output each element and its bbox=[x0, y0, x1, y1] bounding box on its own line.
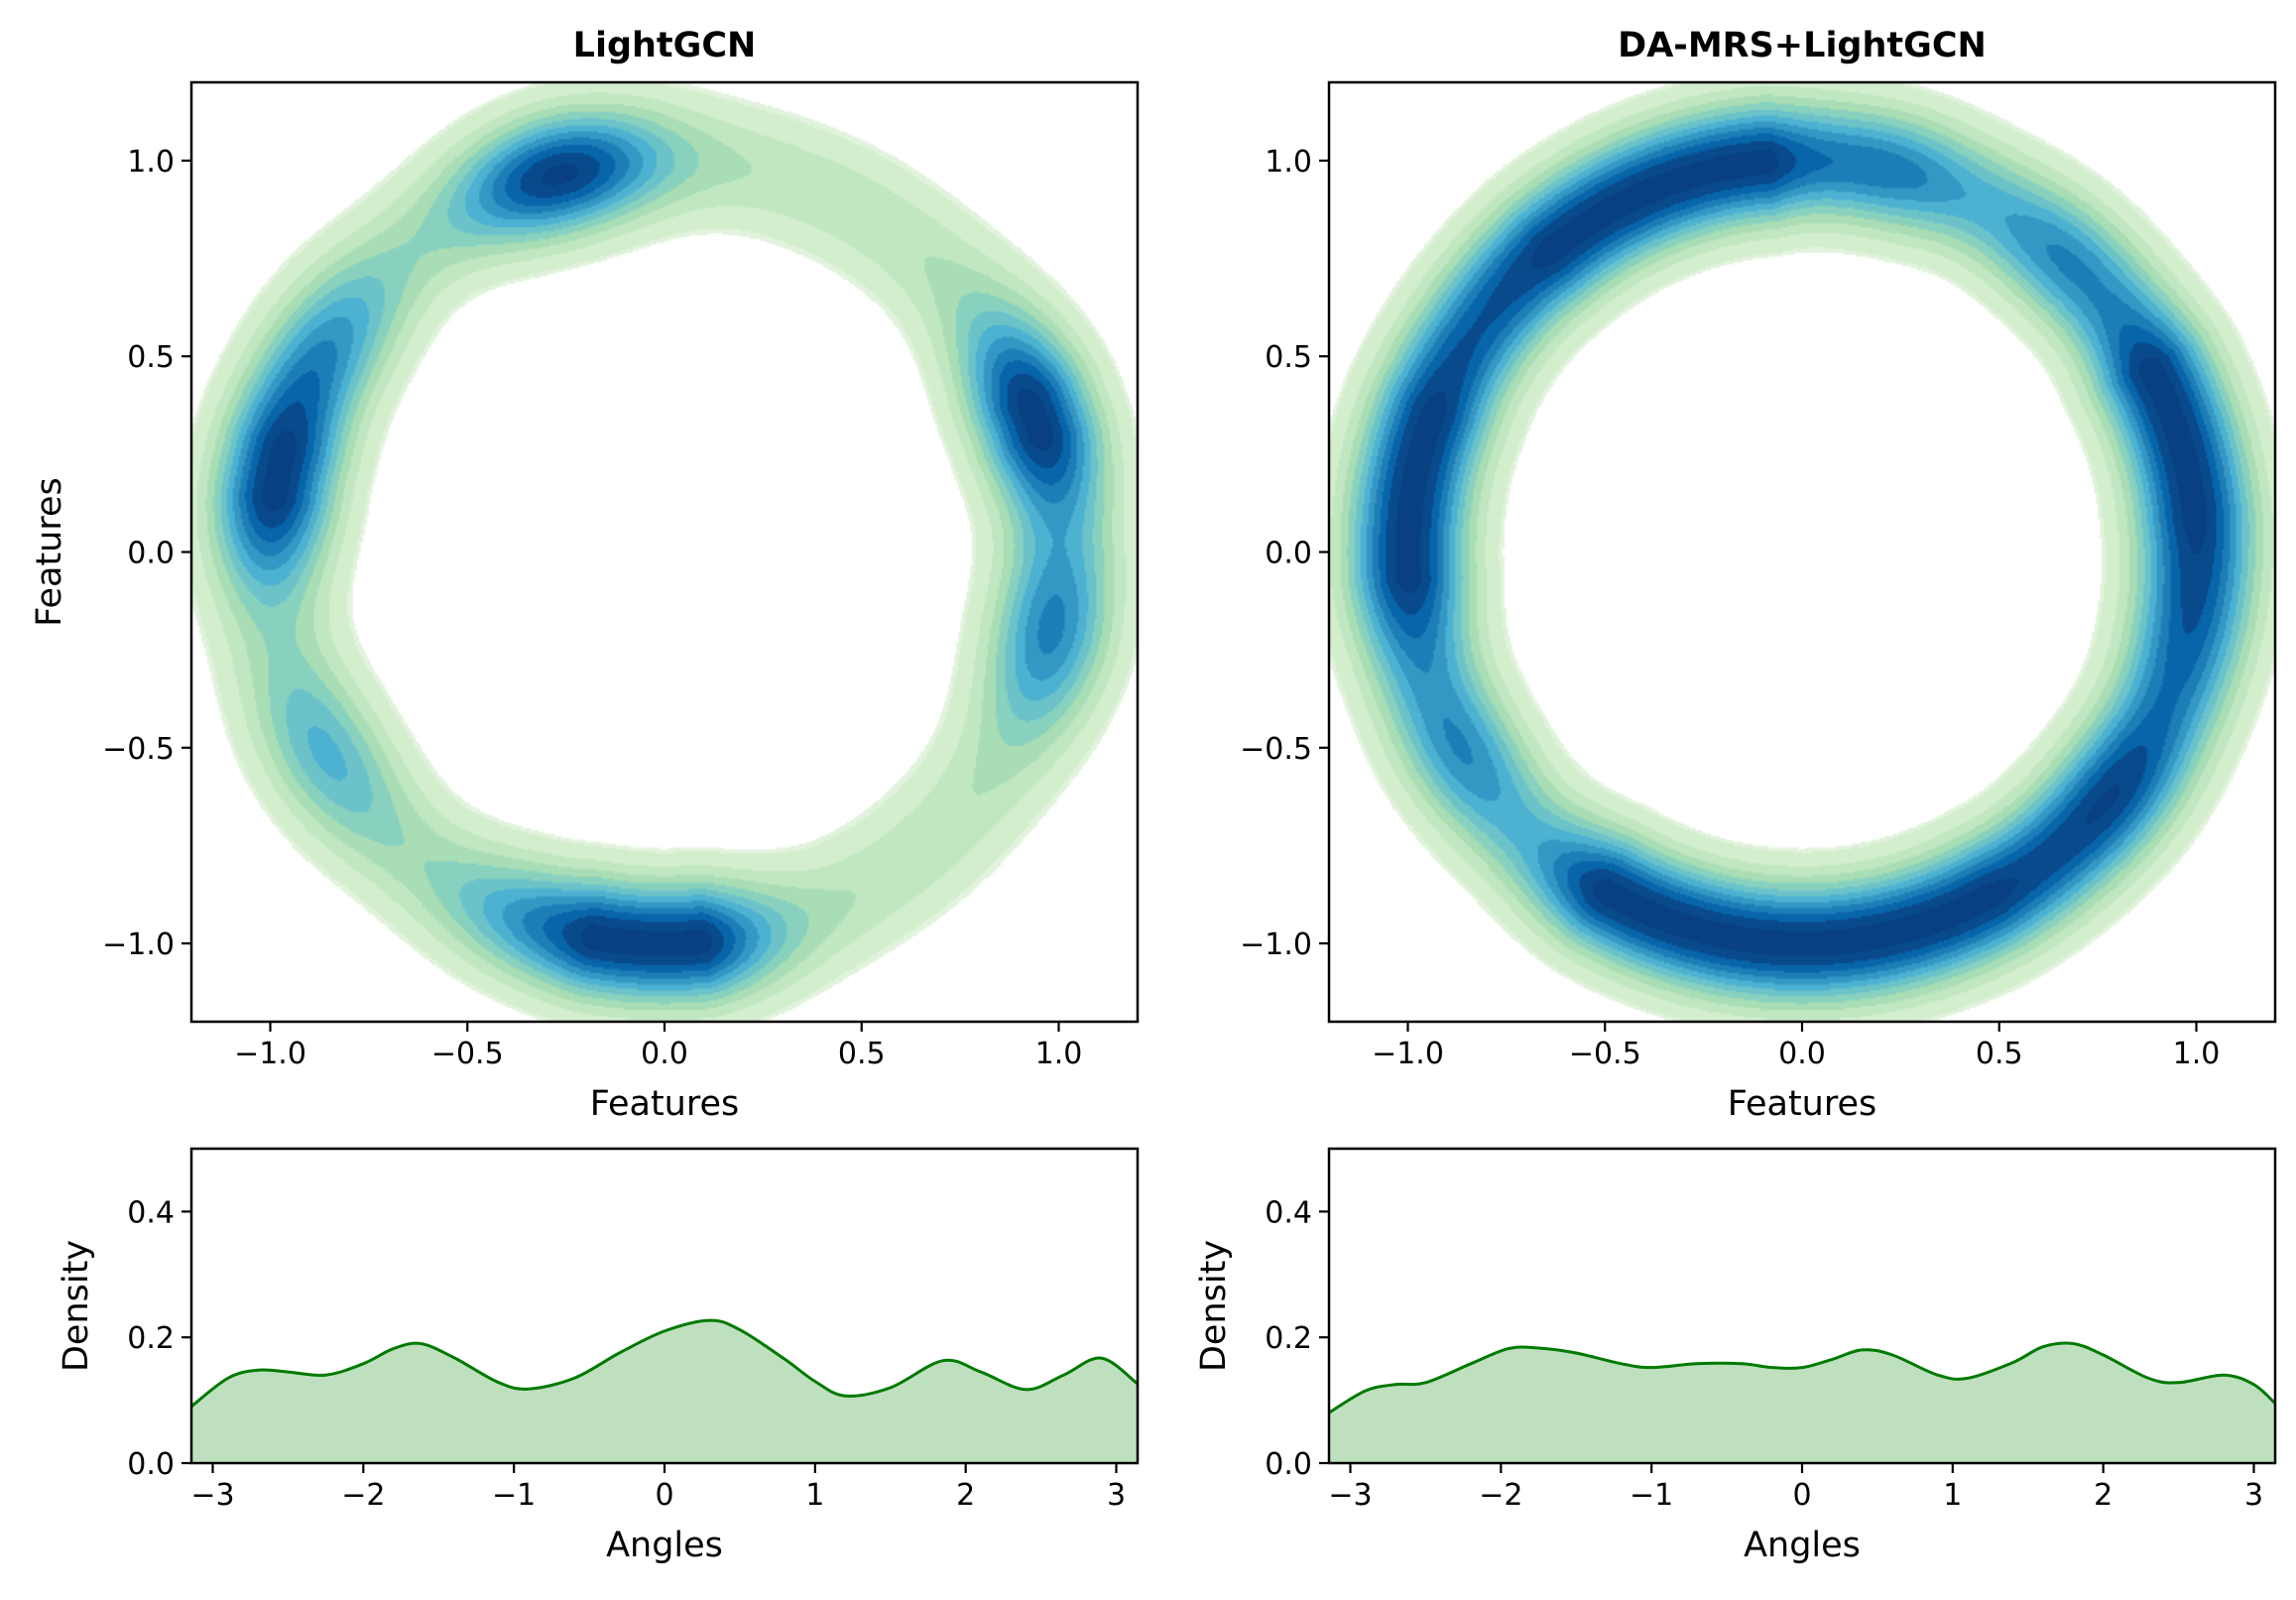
y-tick-label: 0.0 bbox=[127, 1447, 175, 1482]
kde-plot-area bbox=[191, 82, 1138, 1022]
y-tick-label: 0.4 bbox=[127, 1195, 175, 1230]
x-tick-label: 3 bbox=[2244, 1478, 2263, 1513]
y-axis-label: Density bbox=[1194, 1240, 1234, 1372]
kde-density-image bbox=[191, 82, 1138, 1022]
y-tick-label: 1.0 bbox=[127, 145, 175, 180]
panel-damrs-angle-density: −3 −2 −1 0 1 2 3 0.0 0.2 0.4 Angles Density bbox=[1194, 1147, 2277, 1565]
x-tick-label: 1 bbox=[1943, 1478, 1962, 1513]
y-tick-label: 0.2 bbox=[127, 1321, 175, 1356]
y-tick-label: 0.2 bbox=[1265, 1321, 1312, 1356]
x-tick-label: −0.5 bbox=[431, 1037, 504, 1071]
kde-plot-area bbox=[1329, 82, 2275, 1022]
x-tick-label: −2 bbox=[341, 1478, 385, 1513]
density-plot-area bbox=[190, 1318, 1139, 1463]
x-tick-label: −2 bbox=[1479, 1478, 1522, 1513]
x-tick-label: 1 bbox=[805, 1478, 824, 1513]
x-axis-label: Angles bbox=[606, 1526, 723, 1565]
x-tick-label: −1.0 bbox=[1372, 1037, 1444, 1071]
density-curve-line bbox=[190, 1318, 1139, 1409]
tick-group: −3 −2 −1 0 1 2 3 0.0 0.2 0.4 bbox=[1265, 1195, 2263, 1513]
panel-lightgcn-angle-density: −3 −2 −1 0 1 2 3 0.0 0.2 0.4 Angles Density bbox=[57, 1147, 1140, 1565]
x-tick-label: −3 bbox=[190, 1478, 234, 1513]
density-plot-area bbox=[1328, 1341, 2277, 1463]
x-tick-label: 0.5 bbox=[1976, 1037, 2023, 1071]
x-axis-label: Features bbox=[1728, 1084, 1877, 1124]
y-tick-label: 1.0 bbox=[1265, 145, 1312, 180]
x-tick-label: −3 bbox=[1328, 1478, 1372, 1513]
x-tick-label: −0.5 bbox=[1569, 1037, 1641, 1071]
panel-lightgcn-kde: −1.0 −0.5 0.0 0.5 1.0 −1.0 −0.5 0.0 0.5 1.0 Light… bbox=[30, 26, 1140, 1124]
x-tick-label: 0.0 bbox=[1778, 1037, 1826, 1071]
x-tick-label: 0.0 bbox=[641, 1037, 688, 1071]
subplot-title: LightGCN bbox=[573, 26, 757, 65]
x-tick-label: 1.0 bbox=[2173, 1037, 2221, 1071]
kde-density-image bbox=[1329, 82, 2275, 1022]
x-tick-label: −1.0 bbox=[234, 1037, 306, 1071]
y-tick-label: 0.0 bbox=[1265, 1447, 1312, 1482]
y-tick-label: −1.0 bbox=[1240, 927, 1312, 962]
x-tick-label: −1 bbox=[492, 1478, 536, 1513]
y-tick-label: 0.5 bbox=[1265, 340, 1312, 375]
y-tick-label: 0.5 bbox=[127, 340, 175, 375]
y-tick-label: 0.0 bbox=[127, 537, 175, 571]
density-area-fill bbox=[191, 1320, 1138, 1463]
y-tick-label: 0.4 bbox=[1265, 1195, 1312, 1230]
tick-group: −1.0 −0.5 0.0 0.5 1.0 −1.0 −0.5 0.0 0.5 1.0 bbox=[1240, 145, 2220, 1071]
x-axis-label: Features bbox=[590, 1084, 740, 1124]
x-tick-label: 0 bbox=[1792, 1478, 1811, 1513]
x-tick-label: 2 bbox=[2094, 1478, 2113, 1513]
density-area-fill bbox=[1329, 1343, 2275, 1463]
x-tick-label: 1.0 bbox=[1035, 1037, 1083, 1071]
x-tick-label: 3 bbox=[1107, 1478, 1126, 1513]
y-tick-label: −0.5 bbox=[1240, 732, 1312, 767]
tick-group: −1.0 −0.5 0.0 0.5 1.0 −1.0 −0.5 0.0 0.5 1.0 bbox=[102, 145, 1082, 1071]
y-tick-label: 0.0 bbox=[1265, 537, 1312, 571]
y-tick-label: −0.5 bbox=[102, 732, 175, 767]
density-curve-line bbox=[1328, 1341, 2277, 1415]
x-tick-label: 2 bbox=[956, 1478, 975, 1513]
x-axis-label: Angles bbox=[1744, 1526, 1861, 1565]
panel-damrs-lightgcn-kde: −1.0 −0.5 0.0 0.5 1.0 −1.0 −0.5 0.0 0.5 1.0 DA-MR… bbox=[1240, 26, 2277, 1124]
tick-group: −3 −2 −1 0 1 2 3 0.0 0.2 0.4 bbox=[127, 1195, 1126, 1513]
y-axis-label: Density bbox=[57, 1240, 96, 1372]
x-tick-label: 0.5 bbox=[838, 1037, 886, 1071]
x-tick-label: 0 bbox=[655, 1478, 673, 1513]
x-tick-label: −1 bbox=[1630, 1478, 1673, 1513]
y-tick-label: −1.0 bbox=[102, 927, 175, 962]
subplot-title: DA-MRS+LightGCN bbox=[1618, 26, 1987, 65]
y-axis-label: Features bbox=[30, 477, 69, 627]
